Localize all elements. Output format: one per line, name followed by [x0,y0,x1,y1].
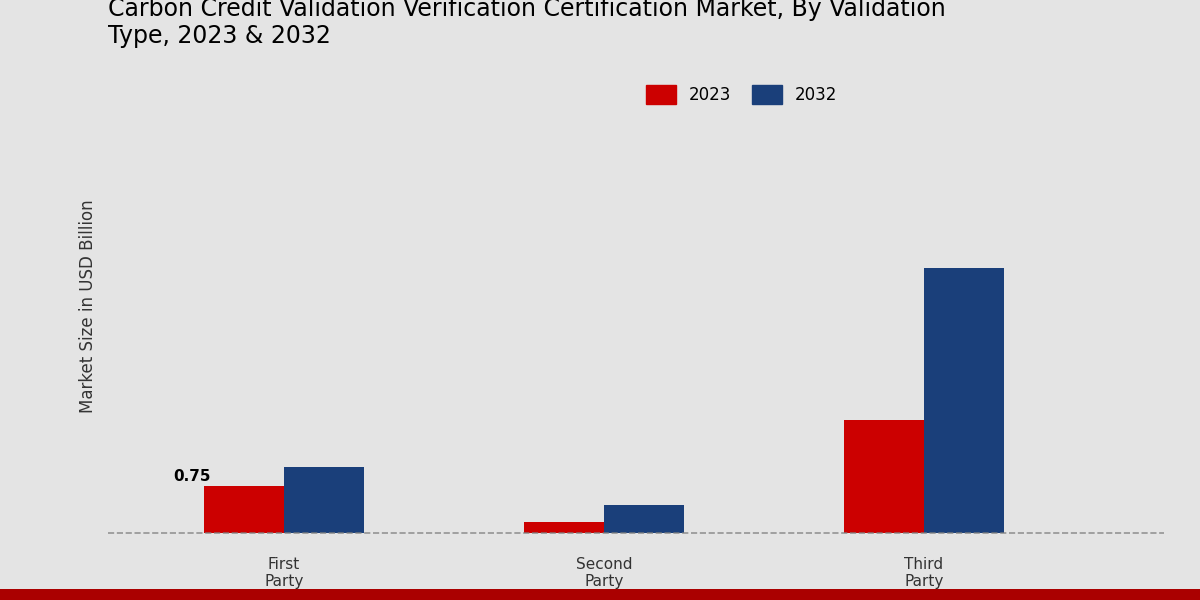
Legend: 2023, 2032: 2023, 2032 [640,78,844,111]
Text: Carbon Credit Validation Verification Certification Market, By Validation
Type, : Carbon Credit Validation Verification Ce… [108,0,946,49]
Bar [924,268,1004,533]
Bar [204,486,284,533]
Bar [524,522,604,533]
Bar [844,419,924,533]
Bar [604,505,684,533]
Text: 0.75: 0.75 [174,469,211,484]
Y-axis label: Market Size in USD Billion: Market Size in USD Billion [79,199,97,413]
Bar [284,467,364,533]
